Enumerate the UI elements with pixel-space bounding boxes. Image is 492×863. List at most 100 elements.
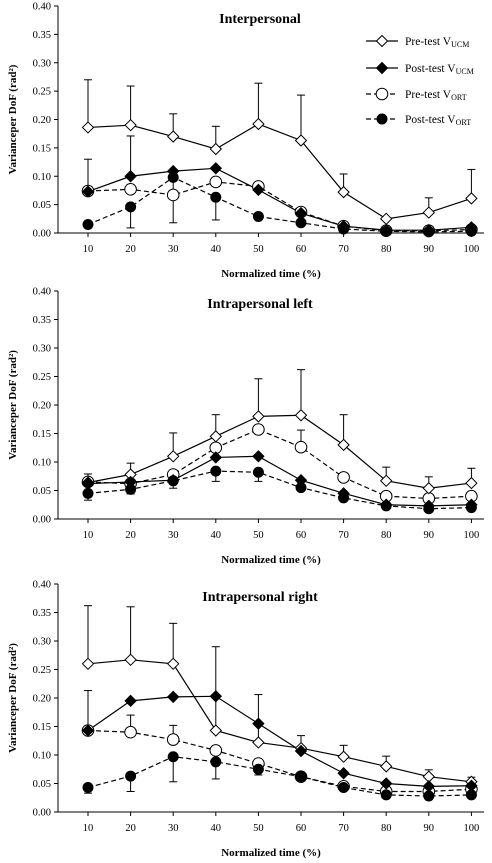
- y-tick-label: 0.05: [33, 200, 51, 211]
- y-tick-label: 0.00: [33, 808, 51, 819]
- panel-title: Intrapersonal left: [207, 297, 313, 312]
- data-point: [252, 117, 265, 131]
- x-tick-label: 60: [296, 823, 307, 834]
- x-tick-label: 100: [464, 244, 480, 255]
- data-point: [465, 192, 478, 205]
- y-tick-label: 0.40: [33, 287, 51, 298]
- chart-panel-1: 0.00 0.05 0.10 0.15 0.20 0.25 0.30 0.35 0.40 10 20…: [7, 2, 484, 280]
- series-line: [87, 167, 472, 231]
- x-tick-label: 40: [211, 823, 222, 834]
- x-tick-label: 30: [168, 530, 179, 541]
- y-tick-label: 0.05: [33, 486, 51, 497]
- data-point: [166, 733, 180, 746]
- x-axis-title: Normalized time (%): [221, 268, 321, 280]
- series-line: [87, 428, 472, 500]
- data-point: [294, 744, 308, 758]
- data-point: [166, 188, 180, 202]
- y-tick-label: 0.00: [33, 229, 51, 240]
- data-point: [209, 724, 223, 737]
- data-point: [81, 121, 95, 134]
- data-point: [124, 653, 137, 667]
- x-tick-label: 80: [381, 823, 392, 834]
- x-tick-label: 50: [253, 823, 264, 834]
- y-tick-label: 0.20: [33, 115, 51, 126]
- x-tick-label: 50: [253, 244, 264, 255]
- data-point: [337, 185, 350, 199]
- series-line: [87, 414, 472, 489]
- data-point: [465, 221, 478, 234]
- chart-panel-3: 0.00 0.05 0.10 0.15 0.20 0.25 0.30 0.35 0.40 10 20…: [7, 580, 484, 859]
- data-point: [252, 211, 264, 223]
- data-point: [209, 175, 223, 189]
- x-tick-label: 10: [83, 530, 94, 541]
- x-tick-label: 10: [83, 244, 94, 255]
- y-tick-label: 0.25: [33, 665, 51, 676]
- data-point: [209, 162, 223, 175]
- data-point: [294, 134, 308, 147]
- data-point: [124, 475, 137, 489]
- data-point: [422, 223, 436, 237]
- data-point: [252, 763, 264, 775]
- legend-label: Pre-test VUCM: [405, 36, 469, 49]
- series-line: [87, 756, 472, 797]
- y-tick-label: 0.15: [33, 143, 51, 154]
- data-point: [209, 690, 223, 703]
- data-point: [337, 438, 350, 452]
- series-line: [87, 123, 472, 220]
- data-point: [81, 657, 95, 671]
- data-point: [209, 142, 223, 156]
- series-line: [87, 176, 472, 233]
- data-point: [166, 130, 180, 143]
- x-tick-label: 40: [211, 530, 222, 541]
- x-axis-title: Normalized time (%): [221, 847, 321, 859]
- data-point: [210, 191, 222, 203]
- data-point: [166, 690, 180, 704]
- x-tick-label: 30: [168, 823, 179, 834]
- y-tick-label: 0.25: [33, 87, 51, 98]
- data-point: [124, 183, 137, 196]
- data-point: [379, 760, 393, 773]
- y-tick-label: 0.15: [33, 722, 51, 733]
- x-tick-label: 60: [296, 530, 307, 541]
- x-tick-label: 10: [83, 823, 94, 834]
- data-point: [209, 430, 223, 443]
- x-tick-label: 100: [464, 530, 480, 541]
- series-line: [87, 181, 472, 232]
- y-tick-label: 0.20: [33, 694, 51, 705]
- panel-title: Intrapersonal right: [202, 590, 318, 605]
- data-point: [422, 499, 436, 513]
- data-point: [209, 744, 223, 757]
- data-point: [380, 789, 392, 801]
- data-point: [294, 440, 308, 454]
- y-tick-label: 0.00: [33, 515, 51, 526]
- y-axis-title: Varianceper DoF (rad²): [7, 350, 19, 460]
- chart-panel-2: 0.00 0.05 0.10 0.15 0.20 0.25 0.30 0.35 0.40 10 20…: [7, 287, 484, 566]
- x-tick-label: 50: [253, 530, 264, 541]
- data-point: [252, 717, 265, 730]
- data-point: [375, 87, 389, 101]
- y-tick-label: 0.10: [33, 751, 51, 762]
- y-tick-label: 0.40: [33, 580, 51, 591]
- series-line: [87, 695, 472, 787]
- data-point: [465, 498, 478, 511]
- y-tick-label: 0.20: [33, 401, 51, 412]
- data-point: [81, 724, 95, 737]
- data-point: [166, 474, 180, 487]
- y-tick-label: 0.15: [33, 429, 51, 440]
- x-tick-label: 20: [125, 530, 136, 541]
- x-tick-label: 80: [381, 530, 392, 541]
- data-point: [166, 164, 180, 178]
- y-tick-label: 0.30: [33, 637, 51, 648]
- data-point: [422, 780, 436, 793]
- data-point: [379, 777, 393, 790]
- y-tick-label: 0.40: [33, 2, 51, 13]
- data-point: [375, 34, 389, 48]
- data-point: [81, 185, 95, 198]
- data-point: [295, 771, 307, 783]
- data-point: [82, 781, 94, 793]
- data-point: [125, 201, 137, 213]
- y-axis-title: Varianceper DoF (rad²): [7, 643, 19, 753]
- y-tick-label: 0.35: [33, 30, 51, 41]
- data-point: [337, 471, 350, 484]
